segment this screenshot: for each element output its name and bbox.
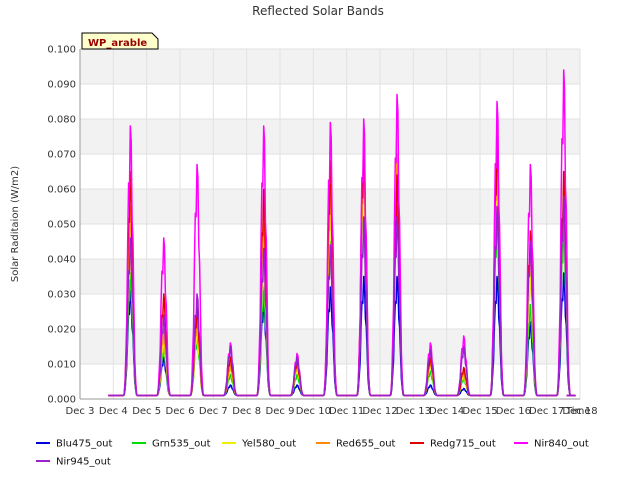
legend-label: Nir945_out <box>56 457 111 468</box>
y-tick-label: 0.030 <box>47 290 76 301</box>
y-axis-ticks: 0.000 0.010 0.020 0.030 0.040 0.050 0.060 0.070… <box>47 45 76 406</box>
badge-box <box>81 32 159 50</box>
x-tick-label: Dec 4 <box>99 406 128 417</box>
y-tick-label: 0.000 <box>47 395 76 406</box>
y-tick-label: 0.060 <box>47 185 76 196</box>
x-tick-label: Dec 11 <box>329 406 364 417</box>
series-layer <box>108 69 576 397</box>
y-tick-label: 0.070 <box>47 150 76 161</box>
legend-label: Yel580_out <box>241 439 296 450</box>
grid-band <box>80 329 580 364</box>
x-axis-ticks: Dec 3 Dec 4 Dec 5 Dec 6 Dec 7 Dec 8 Dec 9 Dec 1… <box>66 406 598 417</box>
x-tick-label: Dec 14 <box>429 406 464 417</box>
legend-label: Red655_out <box>336 439 396 450</box>
series-line <box>108 195 576 397</box>
x-tick-label: Dec 13 <box>396 406 431 417</box>
y-tick-label: 0.100 <box>47 45 76 56</box>
y-tick-label: 0.050 <box>47 220 76 231</box>
y-tick-label: 0.040 <box>47 255 76 266</box>
y-tick-label: 0.090 <box>47 80 76 91</box>
chart-title: Reflected Solar Bands <box>252 4 384 18</box>
legend: Blu475_out Grn535_out Yel580_out Red655_out… <box>36 439 589 468</box>
legend-label: Redg715_out <box>430 439 496 450</box>
legend-label: Nir840_out <box>534 439 589 450</box>
y-axis-label: Solar Raditaion (W/m2) <box>10 166 21 282</box>
x-tick-label: Dec 6 <box>166 406 195 417</box>
legend-label: Blu475_out <box>56 439 113 450</box>
x-tick-label: Dec 16 <box>496 406 531 417</box>
x-tick-label: Dec 10 <box>296 406 331 417</box>
y-tick-label: 0.020 <box>47 325 76 336</box>
x-tick-label: Dec 5 <box>132 406 161 417</box>
grid-band <box>80 49 580 84</box>
badge-label: WP_arable <box>88 38 147 49</box>
y-tick-label: 0.010 <box>47 360 76 371</box>
x-tick-label: Dec 18 <box>562 406 597 417</box>
legend-label: Grn535_out <box>152 439 211 450</box>
x-tick-label: Dec 9 <box>266 406 295 417</box>
y-tick-label: 0.080 <box>47 115 76 126</box>
x-tick-label: Dec 15 <box>462 406 497 417</box>
x-tick-label: Dec 8 <box>232 406 261 417</box>
x-tick-label: Dec 7 <box>199 406 228 417</box>
x-axis-label: Time <box>565 406 590 417</box>
x-tick-label: Dec 3 <box>66 406 95 417</box>
badge: WP_arable <box>81 32 159 50</box>
x-tick-label: Dec 17 <box>529 406 564 417</box>
axes <box>79 49 580 400</box>
x-tick-label: Dec 12 <box>362 406 397 417</box>
